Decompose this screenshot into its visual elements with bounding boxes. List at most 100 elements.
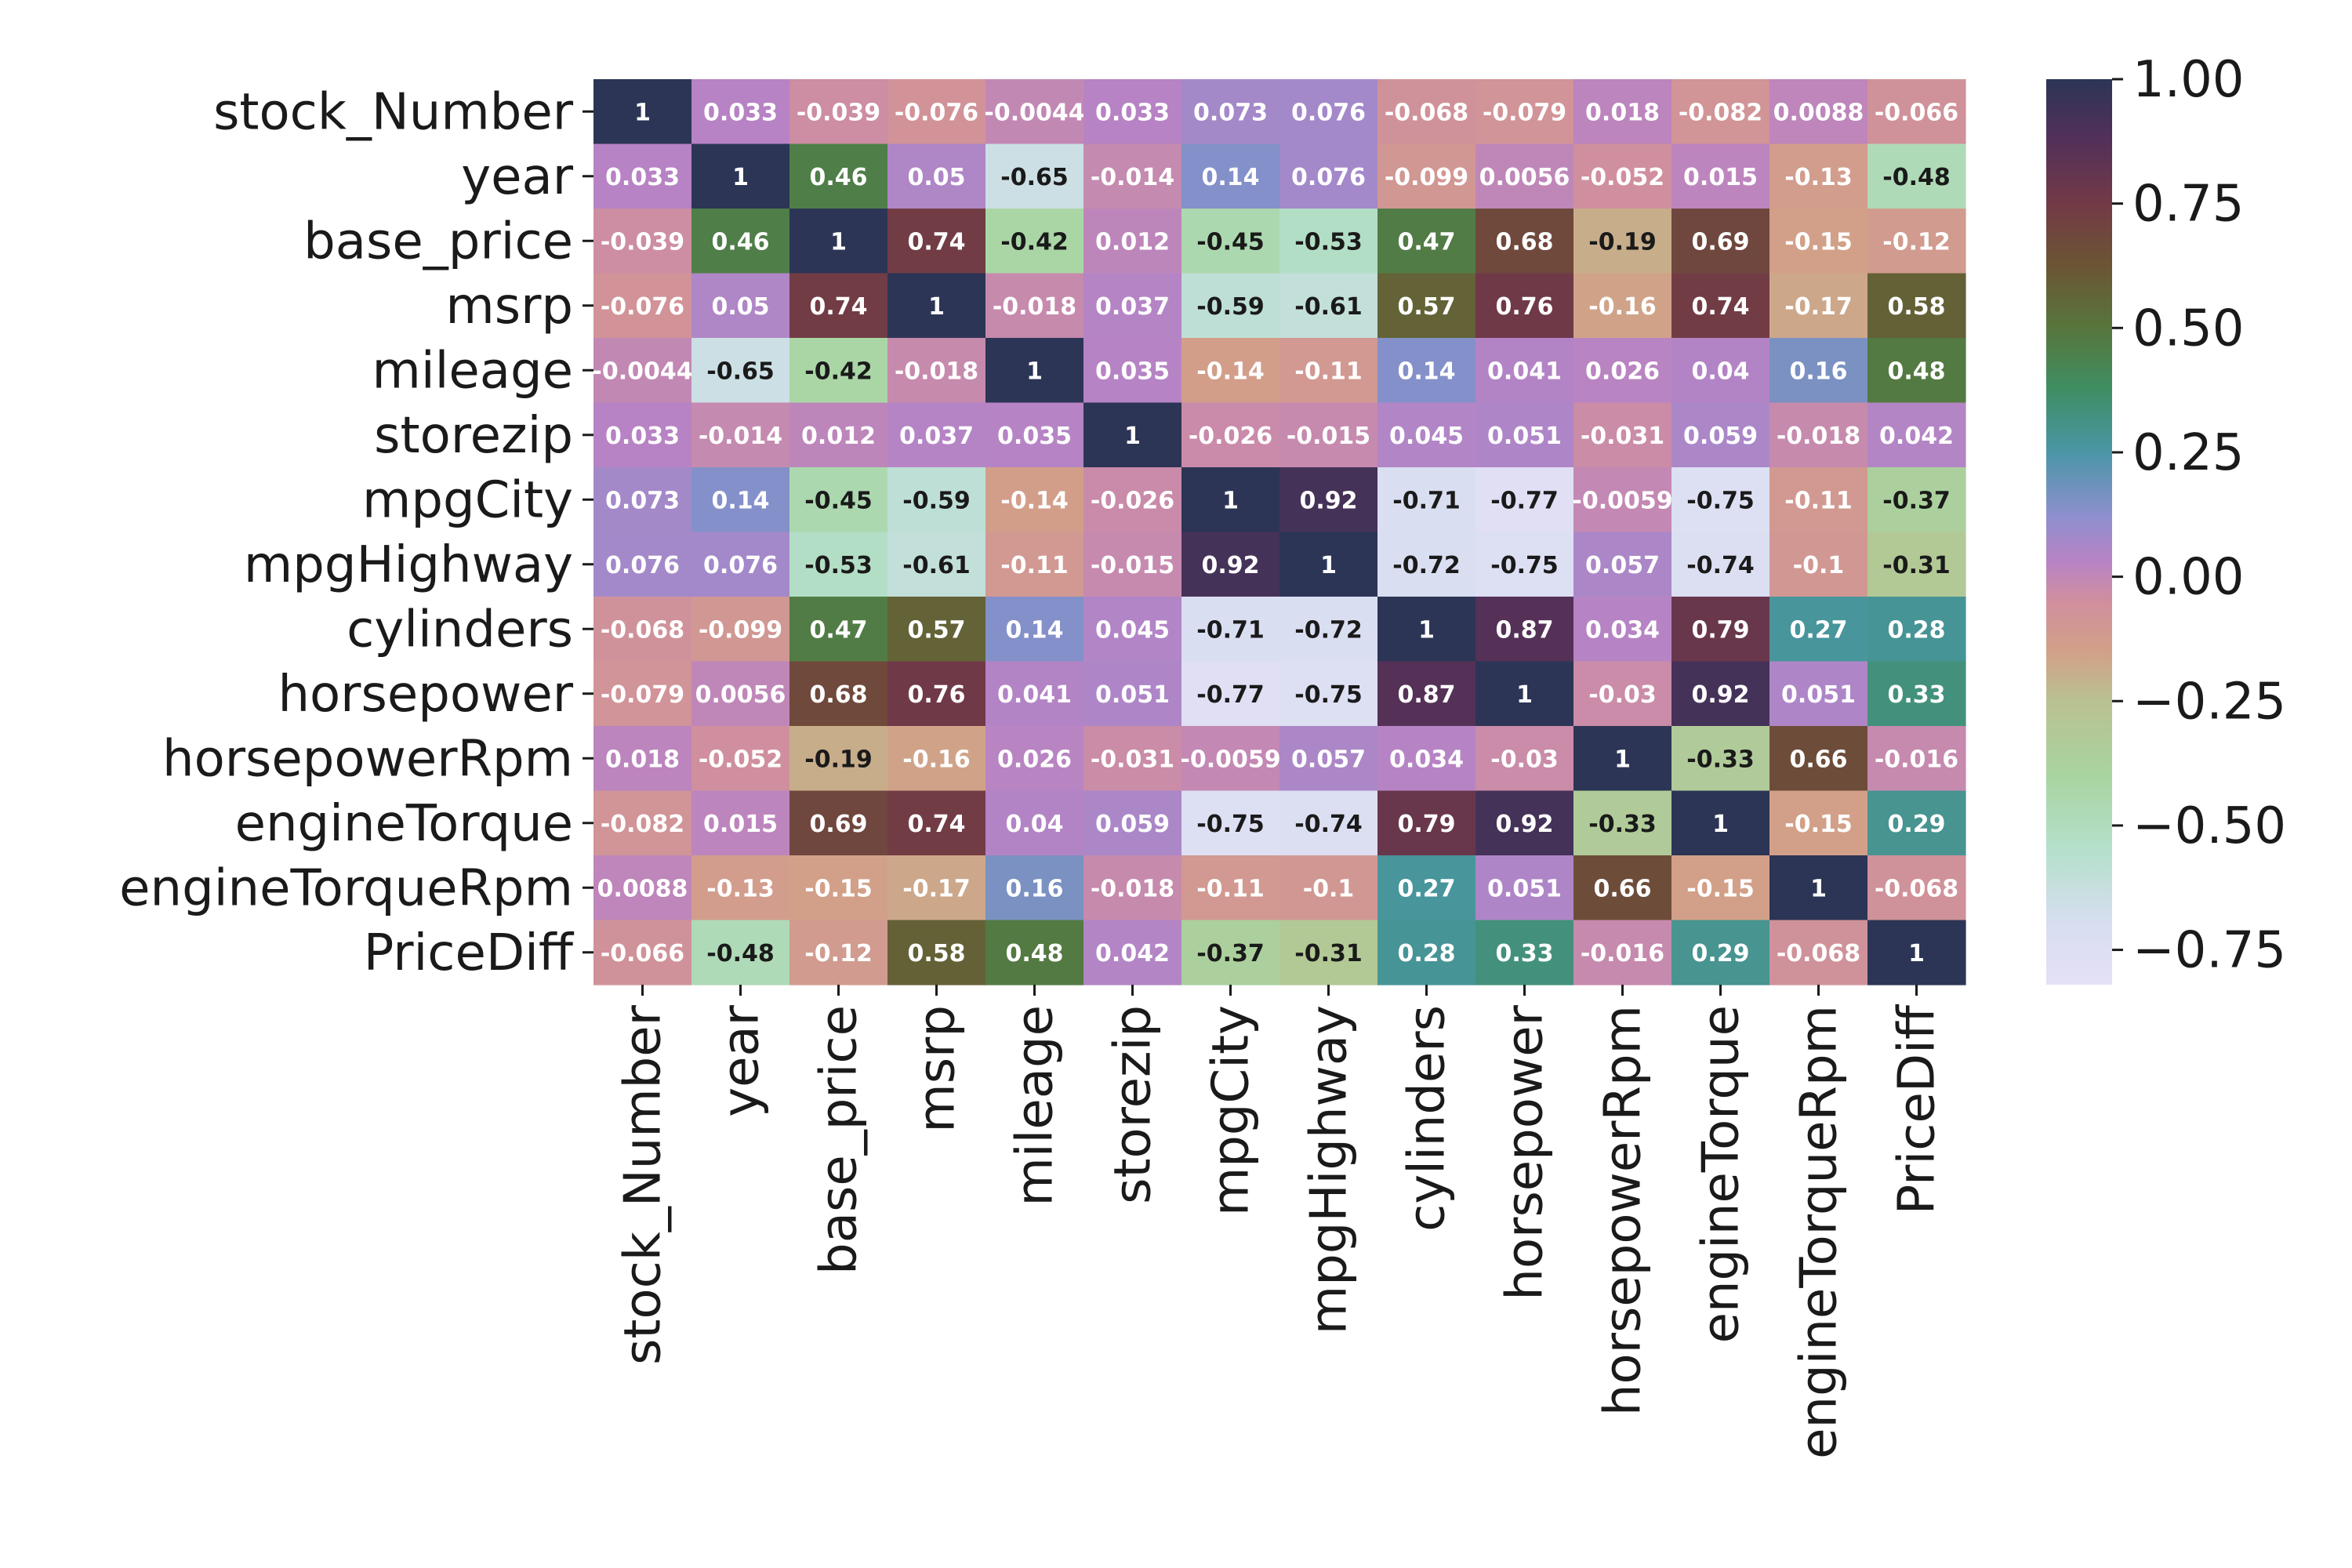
heatmap-cell [1279,273,1378,339]
heatmap-cell [1083,143,1182,209]
heatmap-cell [1279,920,1378,985]
cell-value-label: -0.0044 [984,99,1084,126]
heatmap-cell [1083,338,1182,404]
heatmap-cell [789,920,888,985]
cell-value-label: -0.052 [699,746,782,773]
cell-value-label: -0.53 [804,552,872,579]
colorbar-tick-label: −0.25 [2132,673,2286,731]
x-tick-label: msrp [909,1005,967,1133]
cell-value-label: -0.03 [1490,746,1558,773]
heatmap-cell [1769,532,1868,597]
cell-value-label: 0.68 [1495,228,1553,256]
heatmap-cell [691,338,790,404]
cell-value-label: -0.068 [1385,99,1468,126]
x-tick-label: PriceDiff [1889,1004,1947,1214]
cell-value-label: 0.051 [1487,875,1562,902]
cell-value-label: 0.057 [1585,552,1660,579]
heatmap-cell [1475,338,1574,404]
heatmap-cell [593,79,692,145]
heatmap-cells: 1 0.033 -0.039 -0.076 -0.0044 0.033 0.073 0.076… [592,79,1966,985]
cell-value-label: -0.1 [1793,552,1845,579]
cell-value-label: 0.46 [711,228,769,256]
heatmap-cell [593,790,692,856]
heatmap-cell [985,79,1084,145]
heatmap-cell [1769,209,1868,274]
heatmap-cell [1377,790,1476,856]
cell-value-label: -0.77 [1196,681,1264,709]
heatmap-cell [1181,597,1280,662]
heatmap-cell [985,467,1084,533]
heatmap-cell [1573,273,1672,339]
cell-value-label: 1 [1810,875,1827,902]
cell-value-label: 0.27 [1789,616,1847,644]
cell-value-label: 0.033 [703,99,778,126]
cell-value-label: -0.066 [1875,99,1958,126]
heatmap-cell [1769,338,1868,404]
heatmap-cell [887,920,986,985]
cell-value-label: 0.28 [1397,940,1455,967]
heatmap-cell [1083,661,1182,727]
cell-value-label: -0.33 [1686,746,1754,773]
heatmap-cell [985,790,1084,856]
heatmap-cell [985,209,1084,274]
cell-value-label: -0.026 [1091,487,1174,514]
heatmap-cell [691,209,790,274]
heatmap-cell [1671,790,1770,856]
cell-value-label: -0.61 [902,552,970,579]
heatmap-cell [985,402,1084,468]
cell-value-label: -0.75 [1686,487,1754,514]
heatmap-cell [1867,661,1966,727]
cell-value-label: -0.015 [1091,552,1174,579]
heatmap-cell [1573,532,1672,597]
heatmap-cell [1279,726,1378,792]
cell-value-label: 1 [1026,358,1043,385]
heatmap-cell [1671,467,1770,533]
cell-value-label: 0.48 [1887,358,1945,385]
cell-value-label: 0.051 [1095,681,1170,709]
heatmap-cell [1279,209,1378,274]
heatmap-cell [1279,402,1378,468]
heatmap-cell [887,273,986,339]
cell-value-label: -0.099 [1385,164,1468,191]
heatmap-cell [1181,143,1280,209]
heatmap-cell [1279,597,1378,662]
heatmap-cell [985,920,1084,985]
cell-value-label: 0.033 [605,423,680,450]
cell-value-label: -0.11 [1196,875,1264,902]
cell-value-label: -0.076 [601,293,684,321]
x-tick-label: mileage [1007,1005,1065,1207]
cell-value-label: -0.48 [706,940,774,967]
cell-value-label: -0.15 [1686,875,1754,902]
cell-value-label: 0.74 [1691,293,1749,321]
y-tick-label: PriceDiff [364,924,575,982]
cell-value-label: 0.042 [1095,940,1170,967]
cell-value-label: 0.076 [1291,99,1366,126]
heatmap-cell [1475,920,1574,985]
cell-value-label: -0.71 [1392,487,1460,514]
y-tick-label: mileage [372,342,574,400]
heatmap-cell [1769,467,1868,533]
cell-value-label: 0.042 [1879,423,1954,450]
heatmap-cell [1279,790,1378,856]
heatmap-cell [1181,532,1280,597]
cell-value-label: -0.15 [1784,228,1852,256]
heatmap-cell [1671,661,1770,727]
cell-value-label: 0.57 [907,616,965,644]
heatmap-cell [1181,467,1280,533]
y-tick-label: engineTorqueRpm [119,859,573,917]
heatmap-cell [691,790,790,856]
heatmap-cell [789,467,888,533]
heatmap-cell [1377,726,1476,792]
heatmap-cell [789,855,888,921]
cell-value-label: 0.92 [1299,487,1357,514]
cell-value-label: -0.37 [1882,487,1950,514]
cell-value-label: 0.051 [1781,681,1856,709]
heatmap-cell [1475,532,1574,597]
heatmap-cell [1769,597,1868,662]
cell-value-label: -0.12 [1882,228,1950,256]
cell-value-label: 0.47 [809,616,867,644]
cell-value-label: 0.14 [711,487,769,514]
colorbar-tick-label: 0.00 [2132,549,2245,607]
heatmap-cell [691,920,790,985]
